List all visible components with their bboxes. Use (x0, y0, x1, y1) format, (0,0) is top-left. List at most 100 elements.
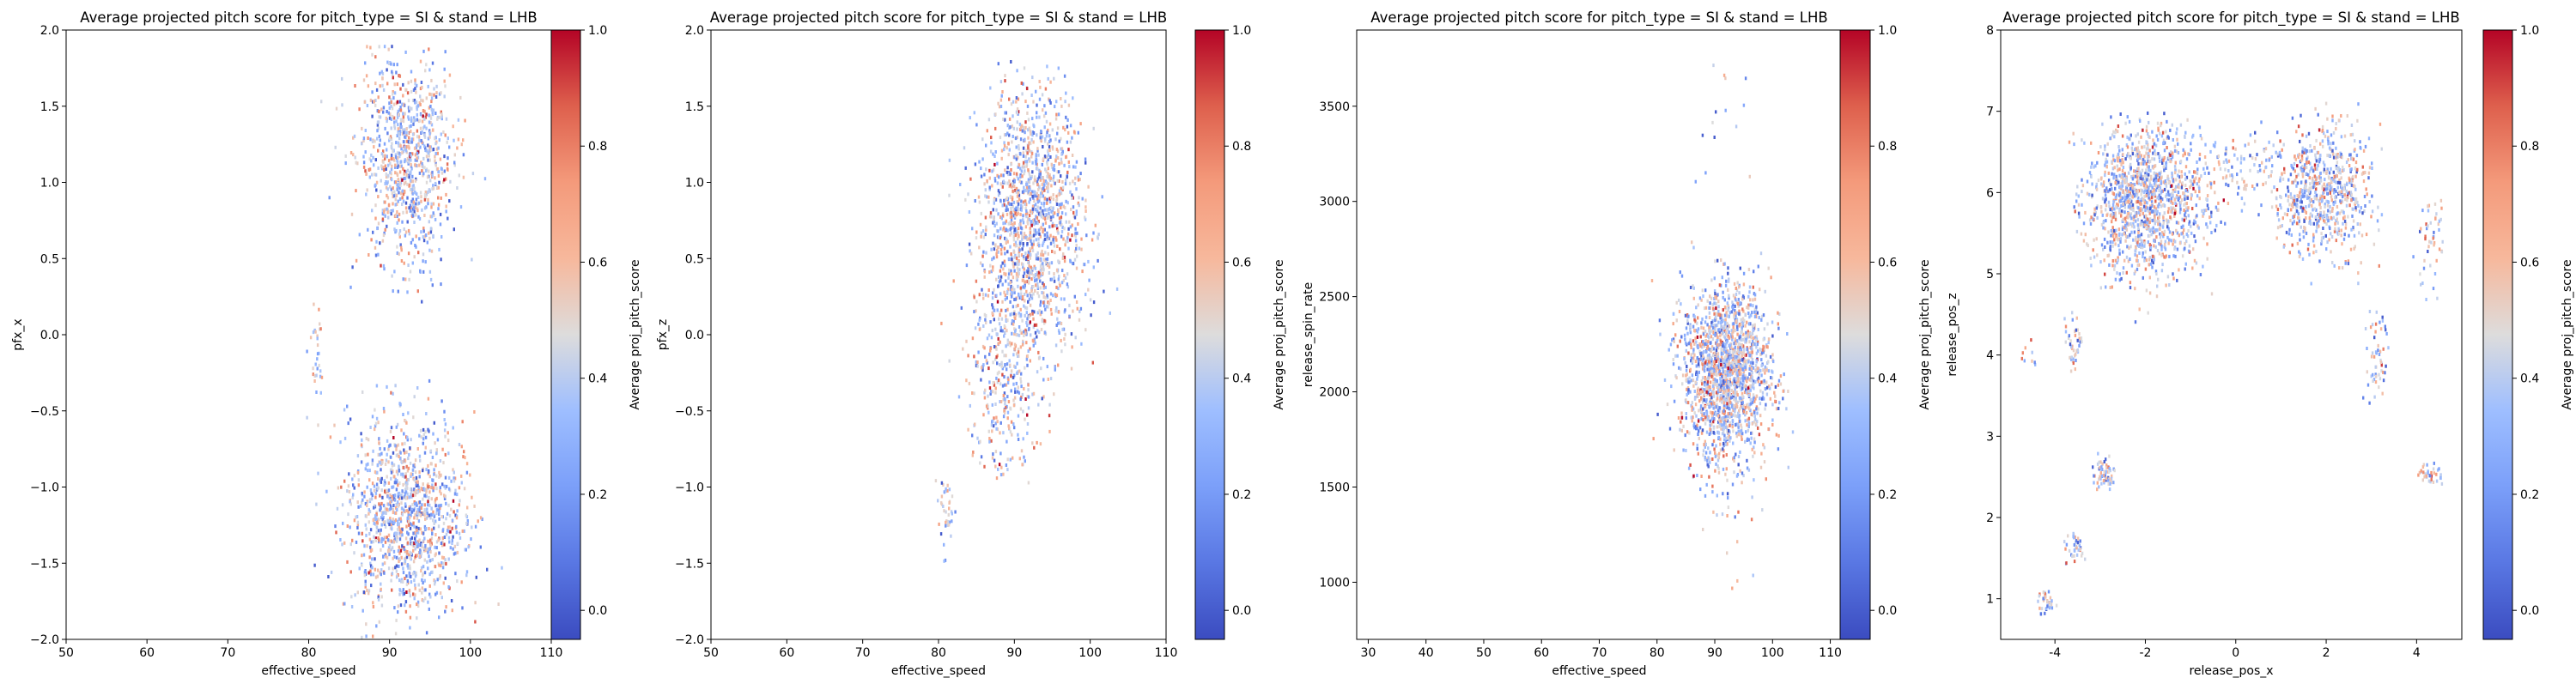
scatter-point (426, 548, 428, 551)
scatter-point (380, 548, 381, 552)
scatter-point (1002, 173, 1004, 177)
scatter-point (376, 88, 378, 92)
scatter-point (1060, 297, 1062, 300)
scatter-point (1064, 243, 1066, 246)
scatter-point (386, 458, 387, 462)
scatter-point (392, 157, 394, 160)
scatter-point (1038, 294, 1040, 298)
scatter-point (996, 361, 998, 365)
scatter-point (388, 553, 390, 556)
scatter-point (422, 172, 424, 175)
scatter-point (954, 511, 956, 514)
scatter-point (473, 410, 475, 414)
scatter-point (422, 157, 424, 160)
scatter-point (983, 465, 985, 469)
scatter-point (424, 206, 426, 209)
scatter-point (427, 485, 428, 488)
scatter-point (1029, 247, 1030, 251)
scatter-point (997, 300, 999, 304)
scatter-point (1783, 372, 1785, 376)
scatter-point (1061, 269, 1063, 272)
scatter-point (1054, 280, 1055, 283)
scatter-point (425, 527, 427, 530)
scatter-point (1736, 434, 1738, 438)
scatter-point (1036, 116, 1037, 119)
scatter-point (1017, 390, 1018, 394)
scatter-point (410, 159, 411, 162)
scatter-point (403, 131, 404, 135)
scatter-point (422, 114, 424, 118)
scatter-point (378, 598, 380, 602)
scatter-point (1009, 118, 1011, 121)
scatter-point (1707, 446, 1709, 450)
scatter-point (1021, 319, 1023, 323)
scatter-point (432, 234, 434, 238)
scatter-point (424, 198, 426, 202)
scatter-point (365, 467, 367, 470)
scatter-point (993, 202, 995, 205)
scatter-point (409, 572, 410, 575)
scatter-point (994, 127, 996, 130)
scatter-point (396, 426, 398, 429)
scatter-point (422, 130, 423, 134)
scatter-point (427, 175, 428, 179)
scatter-point (376, 483, 378, 487)
scatter-point (1020, 397, 1022, 401)
scatter-point (1032, 182, 1034, 185)
scatter-point (1710, 335, 1712, 338)
scatter-point (402, 112, 404, 116)
scatter-point (438, 552, 440, 555)
scatter-point (378, 502, 380, 505)
scatter-point (1018, 212, 1019, 215)
scatter-point (1724, 298, 1726, 301)
scatter-point (1066, 272, 1068, 275)
scatter-point (400, 518, 402, 521)
scatter-point (432, 62, 434, 65)
scatter-point (315, 390, 317, 394)
scatter-point (1651, 279, 1653, 282)
scatter-point (317, 472, 319, 475)
scatter-point (1025, 290, 1027, 294)
scatter-point (1036, 111, 1037, 114)
scatter-point (381, 70, 383, 74)
scatter-point (1003, 148, 1005, 151)
scatter-point (1722, 442, 1724, 445)
scatter-point (1752, 448, 1753, 451)
scatter-point (401, 544, 403, 548)
scatter-point (414, 87, 416, 90)
scatter-point (433, 527, 434, 530)
scatter-point (969, 116, 971, 119)
scatter-point (357, 590, 359, 594)
scatter-point (987, 294, 989, 298)
scatter-point (361, 444, 362, 447)
scatter-point (990, 136, 992, 139)
scatter-point (395, 141, 397, 144)
scatter-point (1014, 262, 1016, 265)
scatter-point (1020, 408, 1022, 411)
scatter-point (1031, 161, 1033, 165)
scatter-point (1752, 332, 1753, 336)
scatter-point (1058, 112, 1060, 116)
scatter-point (368, 572, 369, 575)
scatter-point (414, 596, 416, 600)
scatter-point (1012, 114, 1013, 118)
scatter-point (1733, 294, 1735, 297)
scatter-point (1080, 342, 1082, 346)
scatter-point (456, 493, 458, 496)
scatter-point (428, 397, 429, 401)
scatter-point (342, 503, 343, 506)
scatter-point (480, 546, 482, 549)
scatter-point (466, 471, 468, 475)
scatter-point (448, 487, 450, 491)
scatter-point (1000, 99, 1002, 102)
scatter-point (1049, 155, 1051, 159)
scatter-point (412, 532, 414, 536)
scatter-point (1788, 466, 1789, 469)
scatter-point (412, 192, 414, 196)
scatter-point (381, 595, 383, 598)
scatter-point (999, 382, 1001, 385)
scatter-point (1077, 307, 1078, 311)
scatter-point (471, 258, 472, 262)
scatter-point (975, 280, 977, 283)
scatter-point (1044, 167, 1046, 171)
